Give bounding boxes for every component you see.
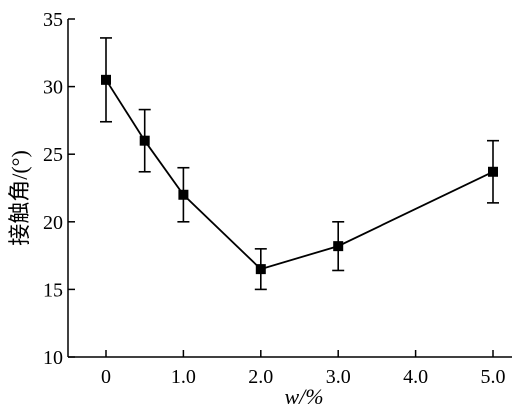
x-tick-label: 4.0 <box>403 366 428 388</box>
y-ticks: 10 15 20 25 30 35 <box>43 9 75 369</box>
axes <box>67 19 512 358</box>
y-axis-title: 接触角/(°) <box>7 150 32 246</box>
x-tick-label: 2.0 <box>248 366 273 388</box>
y-tick-label: 30 <box>43 77 63 99</box>
x-tick-label: 3.0 <box>326 366 351 388</box>
data-point-marker <box>488 166 498 177</box>
y-tick-label: 20 <box>43 212 63 234</box>
y-tick-label: 10 <box>43 347 63 369</box>
x-ticks: 0 1.0 2.0 3.0 4.0 5.0 <box>101 350 506 388</box>
x-tick-label: 0 <box>101 366 111 388</box>
data-point-marker <box>333 241 344 252</box>
data-point-marker <box>178 189 189 200</box>
data-point-marker <box>139 135 150 146</box>
x-axis-title: w/% <box>284 384 323 409</box>
data-point-marker <box>255 264 266 275</box>
series-line <box>105 79 494 271</box>
y-tick-label: 25 <box>43 144 63 166</box>
x-tick-label: 5.0 <box>481 366 506 388</box>
data-point-marker <box>101 74 111 85</box>
x-tick-label: 1.0 <box>171 366 196 388</box>
y-tick-label: 35 <box>43 9 63 31</box>
plot-area <box>100 37 499 291</box>
y-tick-label: 15 <box>43 279 63 301</box>
